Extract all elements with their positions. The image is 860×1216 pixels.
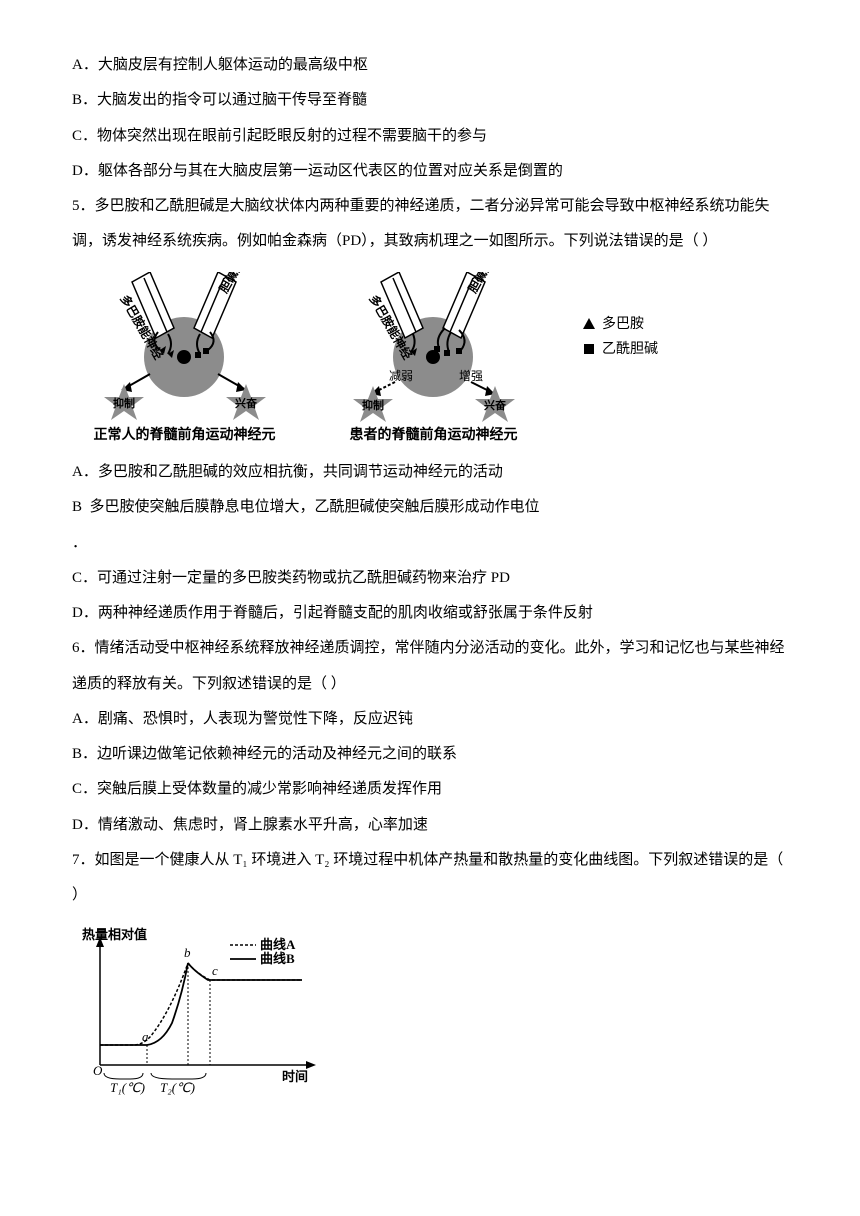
q6-option-d: D．情绪激动、焦虑时，肾上腺素水平升高，心率加速: [72, 808, 788, 843]
q5-option-a: A．多巴胺和乙酰胆碱的效应相抗衡，共同调节运动神经元的活动: [72, 455, 788, 490]
q5-left-neuron: 多巴胺能神经 胆碱能神经: [72, 272, 297, 446]
q7-t2: T₂(℃): [160, 1080, 195, 1095]
q5-left-star-left: 抑制: [113, 396, 135, 410]
q5-right-arrow-left: 减弱: [389, 369, 413, 383]
q6-option-c: C．突触后膜上受体数量的减少常影响神经递质发挥作用: [72, 772, 788, 807]
q5-right-star-left: 抑制: [362, 398, 384, 412]
q7-legend-b: 曲线B: [260, 951, 295, 966]
q5-option-c: C．可通过注射一定量的多巴胺类药物或抗乙酰胆碱药物来治疗 PD: [72, 561, 788, 596]
q5-legend: 多巴胺 乙酰胆碱: [582, 312, 658, 362]
q5-right-neuron: 多巴胺能神经 胆碱能神经 减弱 增强: [321, 272, 546, 446]
q5-legend-ach: 乙酰胆碱: [602, 337, 658, 362]
q4-option-d: D．躯体各部分与其在大脑皮层第一运动区代表区的位置对应关系是倒置的: [72, 154, 788, 189]
q7-xlabel: 时间: [282, 1069, 308, 1084]
q7-ylabel: 热量相对值: [82, 927, 147, 942]
svg-text:O: O: [93, 1063, 103, 1078]
q7-stem: 7．如图是一个健康人从 T₁ 环境进入 T₂ 环境过程中机体产热量和散热量的变化…: [72, 843, 788, 914]
q6-option-a: A．剧痛、恐惧时，人表现为警觉性下降，反应迟钝: [72, 702, 788, 737]
q5-stem: 5．多巴胺和乙酰胆碱是大脑纹状体内两种重要的神经递质，二者分泌异常可能会导致中枢…: [72, 189, 788, 260]
q4-option-c: C．物体突然出现在眼前引起眨眼反射的过程不需要脑干的参与: [72, 119, 788, 154]
q5-left-star-right: 兴奋: [235, 396, 258, 410]
q7-legend-a: 曲线A: [260, 937, 296, 952]
q5-option-b: B 多巴胺使突触后膜静息电位增大，乙酰胆碱使突触后膜形成动作电位: [72, 490, 788, 525]
q7-point-c: c: [212, 963, 218, 978]
q5-right-caption: 患者的脊髓前角运动神经元: [350, 426, 518, 446]
q6-stem: 6．情绪活动受中枢神经系统释放神经递质调控，常伴随内分泌活动的变化。此外，学习和…: [72, 631, 788, 702]
q7-point-a: a: [142, 1029, 149, 1044]
q5-right-star-right: 兴奋: [484, 398, 507, 412]
q7-point-b: b: [184, 945, 191, 960]
q5-diagram: 多巴胺能神经 胆碱能神经: [72, 272, 788, 446]
q7-t1: T₁(℃): [110, 1080, 145, 1095]
q5-left-caption: 正常人的脊髓前角运动神经元: [94, 426, 276, 446]
q5-option-b-dot: ．: [72, 526, 788, 561]
q7-diagram: O 热量相对值 时间 a b c T₁(℃) T₂(℃) 曲线A 曲线B: [72, 925, 788, 1109]
q5-right-arrow-right: 增强: [459, 369, 483, 383]
q6-option-b: B．边听课边做笔记依赖神经元的活动及神经元之间的联系: [72, 737, 788, 772]
q5-legend-dopamine: 多巴胺: [602, 312, 644, 337]
q5-option-d: D．两种神经递质作用于脊髓后，引起脊髓支配的肌肉收缩或舒张属于条件反射: [72, 596, 788, 631]
q4-option-a: A．大脑皮层有控制人躯体运动的最高级中枢: [72, 48, 788, 83]
q4-option-b: B．大脑发出的指令可以通过脑干传导至脊髓: [72, 83, 788, 118]
